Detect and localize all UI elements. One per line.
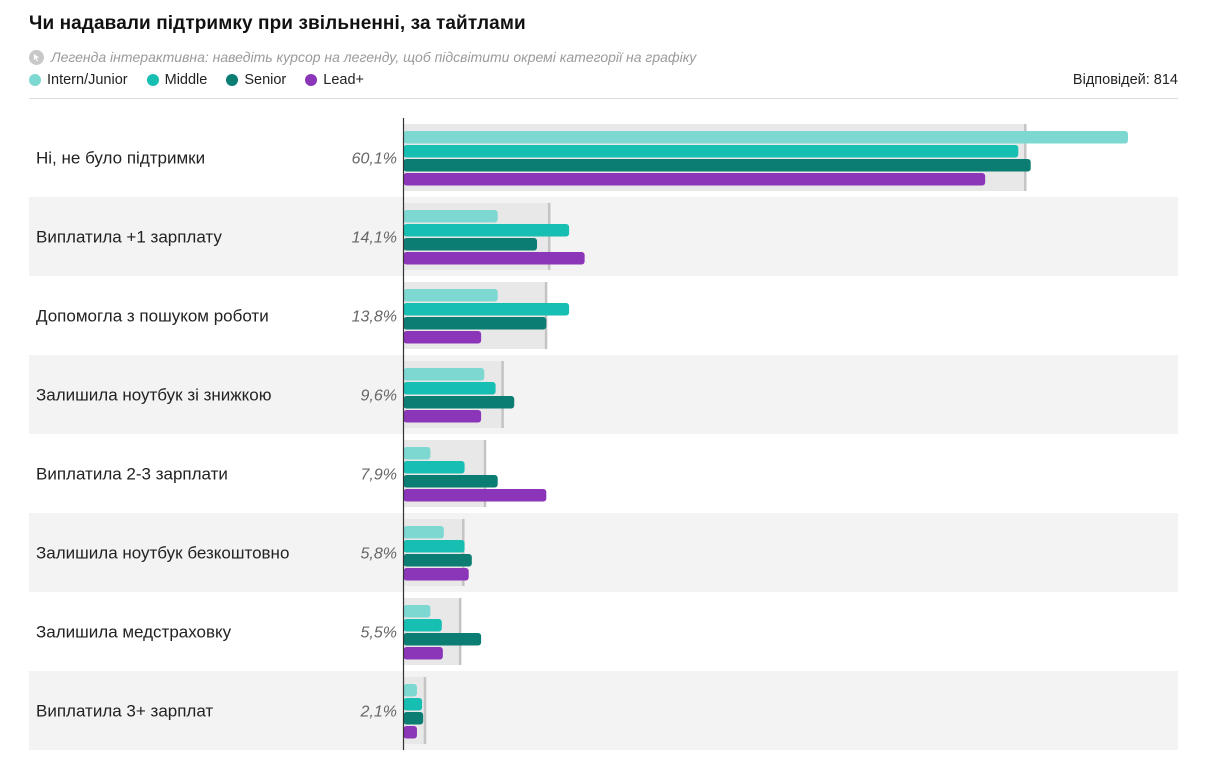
category-label: Залишила ноутбук безкоштовно [36,544,289,563]
bar-lead[interactable] [403,410,482,423]
total-bar-edge [1024,124,1027,191]
total-percent-label: 14,1% [352,230,397,247]
total-percent-label: 13,8% [352,309,397,326]
bar-senior[interactable] [403,712,424,725]
bar-middle[interactable] [403,224,570,237]
bar-senior[interactable] [403,159,1031,172]
category-label: Виплатила 2-3 зарплати [36,465,228,484]
total-bar-edge [458,598,462,665]
bar-intern-junior[interactable] [403,684,417,697]
bar-lead[interactable] [403,173,986,186]
bar-intern-junior[interactable] [403,289,498,302]
legend-dot-icon [29,74,41,86]
total-percent-label: 60,1% [352,151,397,168]
bar-intern-junior[interactable] [403,131,1129,144]
legend-dot-icon [305,74,318,86]
category-label: Допомогла з пошуком роботи [36,307,269,326]
chart-title: Чи надавали підтримку при звільненні, за… [29,13,526,34]
bar-lead[interactable] [403,489,547,502]
bar-senior[interactable] [403,238,538,251]
bar-lead[interactable] [403,568,469,581]
category-label: Виплатила +1 зарплату [36,228,222,247]
legend-label: Middle [164,72,208,88]
bar-intern-junior[interactable] [403,447,431,460]
bar-senior[interactable] [403,475,498,488]
category-label: Залишила медстраховку [36,623,232,642]
legend-label: Lead+ [323,72,364,88]
bar-lead[interactable] [403,647,443,660]
legend: Intern/Junior Middle Senior Lead+ [29,72,364,88]
row-stripe [29,355,1178,434]
bar-middle[interactable] [403,461,465,474]
total-percent-label: 7,9% [361,467,397,484]
legend-item-intern-junior[interactable]: Intern/Junior [29,72,128,88]
row-stripe [29,197,1178,276]
bar-lead[interactable] [403,331,482,344]
bar-middle[interactable] [403,698,423,711]
category-label: Ні, не було підтримки [36,149,205,168]
bar-middle[interactable] [403,540,465,553]
total-bar-edge [462,519,465,586]
legend-dot-icon [226,74,239,86]
total-bar-edge [501,361,504,428]
category-label: Залишила ноутбук зі знижкою [36,386,272,405]
legend-item-lead[interactable]: Lead+ [305,72,364,88]
total-bar-edge [483,440,487,507]
total-percent-label: 9,6% [361,388,397,405]
responses-count: Відповідей: 814 [1072,72,1178,88]
cursor-icon [29,49,44,65]
category-label: Виплатила 3+ зарплат [36,702,213,721]
row-stripe [29,671,1178,750]
legend-dot-icon [146,74,159,86]
bar-middle[interactable] [403,303,570,316]
bar-intern-junior[interactable] [403,368,485,381]
total-percent-label: 5,5% [361,625,397,642]
bar-senior[interactable] [403,317,547,330]
legend-item-senior[interactable]: Senior [226,72,286,88]
bar-lead[interactable] [403,726,417,739]
bar-intern-junior[interactable] [403,210,498,223]
row-stripe [29,513,1178,592]
legend-label: Senior [244,72,287,88]
total-bar-edge [423,677,427,744]
legend-hint: Легенда інтерактивна: наведіть курсор на… [29,49,696,65]
bar-senior[interactable] [403,633,482,646]
bar-intern-junior[interactable] [403,605,431,618]
bar-senior[interactable] [403,396,515,409]
legend-hint-text: Легенда інтерактивна: наведіть курсор на… [51,49,697,65]
total-percent-label: 5,8% [361,546,397,563]
bar-intern-junior[interactable] [403,526,444,539]
bar-senior[interactable] [403,554,472,567]
total-percent-label: 2,1% [360,704,397,721]
bar-middle[interactable] [403,619,442,632]
bar-middle[interactable] [403,145,1019,158]
bar-middle[interactable] [403,382,496,395]
legend-label: Intern/Junior [47,72,128,88]
header-divider [29,98,1178,99]
bar-lead[interactable] [403,252,585,265]
legend-item-middle[interactable]: Middle [146,72,208,88]
